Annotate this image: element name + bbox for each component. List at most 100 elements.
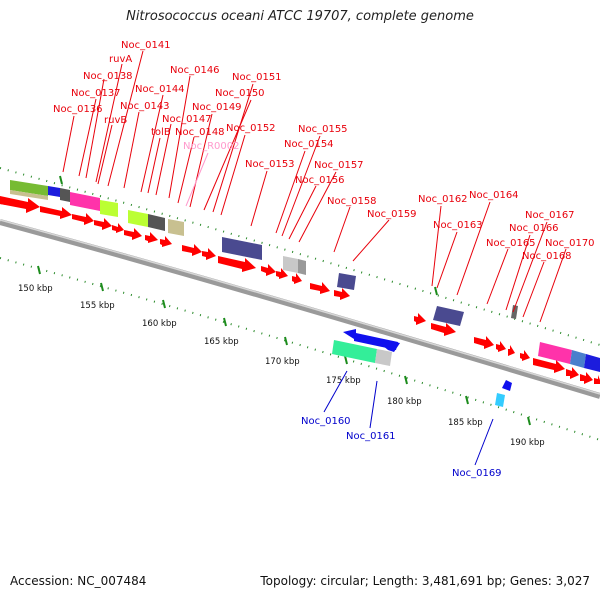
- cds-arrow: [182, 244, 202, 256]
- cds-arrow: [40, 206, 72, 219]
- leader-line: [474, 418, 494, 466]
- gene-label: Noc_0165: [486, 238, 536, 249]
- gene-label: Noc_0162: [418, 194, 468, 205]
- feature-box: [538, 342, 572, 364]
- gene-label: Noc_0137: [71, 88, 121, 99]
- leader-line: [220, 134, 246, 216]
- gene-label: Noc_0153: [245, 159, 295, 170]
- accession-text: Accession: NC_007484: [10, 574, 147, 588]
- gene-label: Noc_0164: [469, 190, 519, 201]
- leader-line: [189, 113, 213, 208]
- gene-label: Noc_0169: [452, 468, 502, 479]
- summary-text: Topology: circular; Length: 3,481,691 bp…: [260, 574, 590, 588]
- cds-arrow: [566, 367, 579, 379]
- cds-arrow: [431, 323, 456, 336]
- backbone-highlight: [0, 219, 600, 395]
- feature-box: [100, 200, 118, 217]
- scale-labels: 150 kbp 155 kbp 160 kbp 165 kbp 170 kbp …: [18, 284, 545, 448]
- leader-line: [250, 170, 268, 227]
- leader-line: [456, 201, 491, 296]
- cds-arrow: [580, 372, 593, 384]
- cds-arrow: [496, 341, 506, 352]
- leader-line: [486, 248, 509, 305]
- feature-box: [148, 214, 165, 231]
- outer-guide-line: [0, 167, 600, 346]
- feature-box: [60, 188, 70, 202]
- map-title: Nitrosococcus oceani ATCC 19707, complet…: [126, 9, 474, 24]
- gene-label: Noc_0136: [53, 104, 103, 115]
- feature-box: [433, 306, 464, 326]
- gene-label: Noc_0151: [232, 72, 282, 83]
- cds-arrow: [520, 350, 530, 361]
- gene-label: Noc_R0002: [183, 141, 240, 152]
- cds-arrow: [508, 345, 515, 356]
- forward-cds-track: [0, 196, 600, 384]
- gene-label: Noc_0163: [433, 220, 483, 231]
- scale-tick: [434, 286, 438, 296]
- gene-label: Noc_0166: [509, 223, 559, 234]
- feature-box: [511, 305, 518, 319]
- feature-box: [10, 180, 48, 196]
- feature-box: [298, 259, 306, 275]
- scale-tick: [59, 175, 63, 185]
- gene-label: Noc_0161: [346, 431, 396, 442]
- gene-label: ruvA: [109, 54, 132, 65]
- gene-label: tolB: [151, 127, 171, 138]
- gene-labels: Noc_0141 ruvA Noc_0138 Noc_0137 Noc_0136…: [53, 40, 595, 479]
- feature-box: [375, 349, 392, 366]
- leader-line: [288, 185, 317, 240]
- leader-line: [123, 111, 140, 189]
- leader-line: [505, 234, 531, 311]
- leader-line: [431, 205, 442, 287]
- gene-label: Noc_0138: [83, 71, 133, 82]
- gene-label: Noc_0167: [525, 210, 575, 221]
- leader-line: [333, 206, 351, 253]
- leader-line: [168, 75, 191, 199]
- feature-box: [10, 190, 48, 200]
- gene-label: Noc_0148: [175, 127, 225, 138]
- feature-box: [222, 237, 262, 260]
- scale-label: 190 kbp: [510, 438, 545, 448]
- leader-line: [147, 137, 161, 194]
- cds-arrow: [533, 358, 565, 373]
- scale-tick: [404, 375, 408, 385]
- gene-label: Noc_0144: [135, 84, 185, 95]
- cds-arrow: [160, 236, 172, 247]
- scale-tick: [100, 282, 104, 292]
- leader-line: [78, 98, 97, 177]
- gene-label: Noc_0157: [314, 160, 364, 171]
- feature-box: [584, 354, 600, 372]
- gene-label: Noc_0158: [327, 196, 377, 207]
- cds-arrow: [334, 288, 350, 300]
- gene-label: Noc_0155: [298, 124, 348, 135]
- gene-label: Noc_0168: [522, 251, 572, 262]
- gene-label: ruvB: [104, 115, 127, 126]
- leader-line: [352, 219, 390, 262]
- scale-label: 170 kbp: [265, 357, 300, 367]
- feature-box: [570, 350, 586, 368]
- cds-arrow: [382, 340, 400, 352]
- feature-box: [48, 186, 60, 197]
- leader-line: [275, 150, 306, 234]
- cds-arrow: [218, 256, 256, 272]
- scale-label: 185 kbp: [448, 418, 483, 428]
- gene-label: Noc_0150: [215, 88, 265, 99]
- scale-tick: [162, 299, 166, 309]
- feature-box: [70, 192, 100, 211]
- leader-line: [323, 370, 348, 413]
- cds-arrow: [502, 380, 512, 391]
- cds-arrow: [414, 313, 426, 325]
- gene-label: Noc_0160: [301, 416, 351, 427]
- feature-box: [283, 256, 298, 273]
- cds-arrow: [145, 232, 158, 243]
- cds-arrow: [0, 197, 6, 205]
- leader-line: [369, 380, 378, 429]
- leader-line: [436, 231, 458, 289]
- leader-line: [512, 221, 548, 313]
- scale-label: 180 kbp: [387, 397, 422, 407]
- leader-line: [85, 78, 105, 179]
- cds-arrow: [202, 248, 216, 260]
- scale-tick: [344, 355, 348, 365]
- leader-line: [95, 63, 123, 183]
